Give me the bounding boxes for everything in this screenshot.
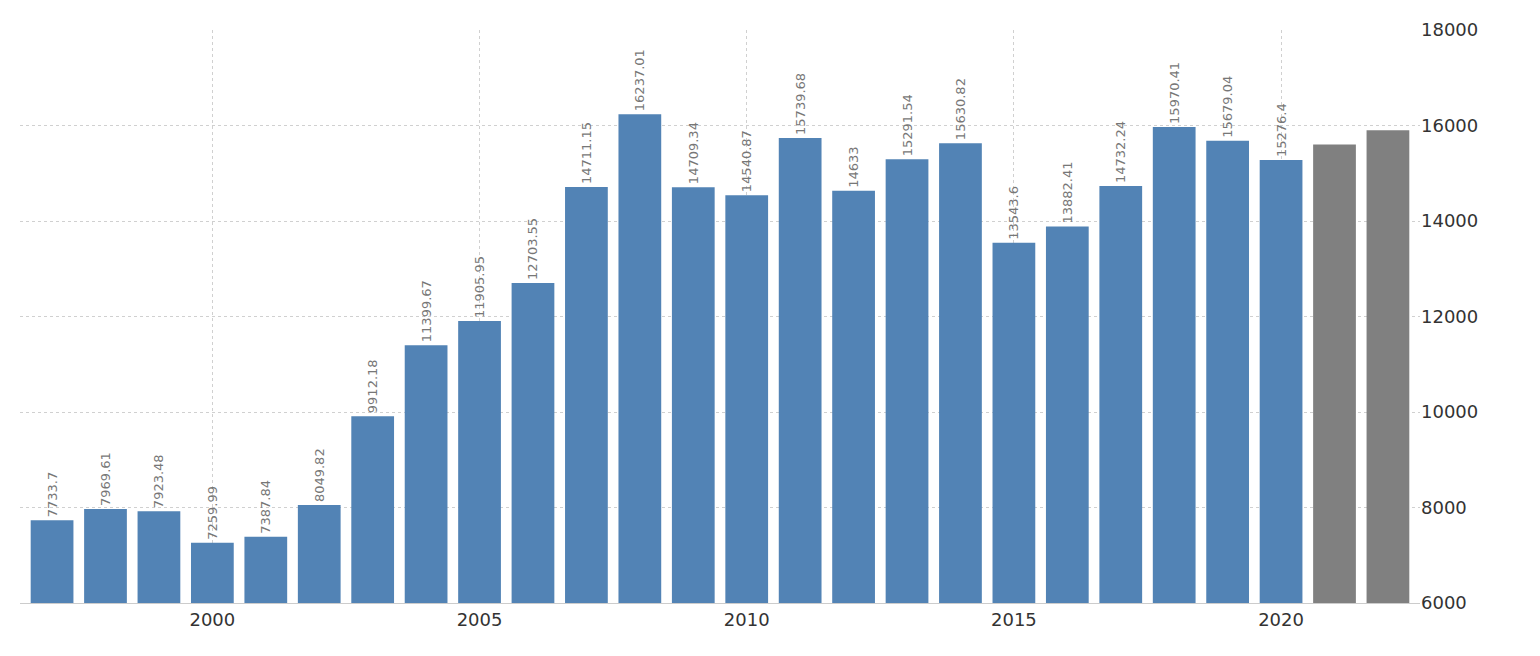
svg-text:7259.99: 7259.99 [205,486,220,540]
svg-text:15739.68: 15739.68 [793,73,808,135]
svg-text:12000: 12000 [1421,306,1478,327]
svg-text:7733.7: 7733.7 [45,472,60,517]
svg-text:2000: 2000 [189,609,235,630]
svg-text:16237.01: 16237.01 [632,49,647,111]
svg-text:14711.15: 14711.15 [579,122,594,184]
svg-text:2010: 2010 [724,609,770,630]
svg-text:14709.34: 14709.34 [686,122,701,184]
svg-text:13543.6: 13543.6 [1006,186,1021,240]
svg-text:15970.41: 15970.41 [1167,62,1182,124]
svg-text:7969.61: 7969.61 [98,452,113,506]
svg-text:2020: 2020 [1258,609,1304,630]
svg-text:8000: 8000 [1421,497,1467,518]
svg-text:15630.82: 15630.82 [953,78,968,140]
svg-text:14633: 14633 [846,146,861,187]
svg-text:10000: 10000 [1421,401,1478,422]
svg-text:16000: 16000 [1421,115,1478,136]
svg-text:13882.41: 13882.41 [1060,162,1075,224]
svg-text:18000: 18000 [1421,19,1478,40]
svg-text:9912.18: 9912.18 [365,359,380,413]
svg-text:2005: 2005 [457,609,503,630]
svg-text:14000: 14000 [1421,210,1478,231]
svg-text:2015: 2015 [991,609,1037,630]
svg-text:14732.24: 14732.24 [1113,121,1128,183]
svg-text:8049.82: 8049.82 [312,448,327,502]
svg-text:12703.55: 12703.55 [525,218,540,280]
svg-text:11905.95: 11905.95 [472,256,487,318]
svg-text:15679.04: 15679.04 [1220,76,1235,138]
svg-text:15291.54: 15291.54 [900,94,915,156]
svg-text:14540.87: 14540.87 [739,130,754,192]
svg-text:7923.48: 7923.48 [151,454,166,508]
svg-text:6000: 6000 [1421,592,1467,613]
svg-text:11399.67: 11399.67 [419,280,434,342]
svg-text:7387.84: 7387.84 [258,480,273,534]
svg-text:15276.4: 15276.4 [1274,103,1289,157]
